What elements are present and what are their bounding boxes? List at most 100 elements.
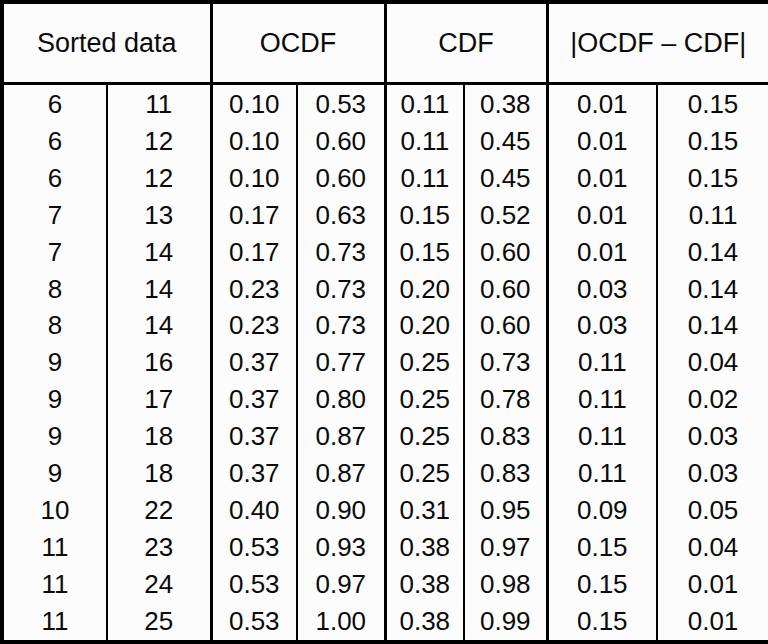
cell-diff-2: 0.15 <box>657 84 768 123</box>
cell-diff-2: 0.01 <box>657 602 768 642</box>
cell-sorted-2: 12 <box>107 159 211 196</box>
cell-ocdf-2: 0.97 <box>297 565 385 602</box>
cell-diff-1: 0.11 <box>547 455 657 492</box>
cell-diff-1: 0.15 <box>547 528 657 565</box>
cell-ocdf-2: 0.73 <box>297 307 385 344</box>
cell-diff-2: 0.11 <box>657 196 768 233</box>
cell-cdf-2: 0.98 <box>464 565 547 602</box>
table-row: 6 12 0.10 0.60 0.11 0.45 0.01 0.15 <box>2 123 768 160</box>
cell-ocdf-1: 0.17 <box>211 233 297 270</box>
data-table: Sorted data OCDF CDF |OCDF – CDF| 6 11 0… <box>0 0 768 644</box>
cell-ocdf-1: 0.37 <box>211 344 297 381</box>
cell-cdf-2: 0.97 <box>464 528 547 565</box>
cell-diff-2: 0.03 <box>657 455 768 492</box>
table-row: 7 14 0.17 0.73 0.15 0.60 0.01 0.14 <box>2 233 768 270</box>
cell-cdf-1: 0.31 <box>385 491 464 528</box>
cell-cdf-1: 0.38 <box>385 565 464 602</box>
cell-ocdf-2: 0.73 <box>297 270 385 307</box>
cell-sorted-1: 7 <box>2 233 107 270</box>
header-sorted-data: Sorted data <box>2 2 211 84</box>
cell-diff-2: 0.15 <box>657 159 768 196</box>
cell-ocdf-2: 0.87 <box>297 418 385 455</box>
cell-diff-1: 0.11 <box>547 344 657 381</box>
cell-ocdf-2: 0.87 <box>297 455 385 492</box>
cell-sorted-1: 9 <box>2 455 107 492</box>
cell-diff-2: 0.14 <box>657 233 768 270</box>
cell-sorted-1: 7 <box>2 196 107 233</box>
cell-cdf-2: 0.83 <box>464 455 547 492</box>
cell-ocdf-2: 0.80 <box>297 381 385 418</box>
table-row: 11 25 0.53 1.00 0.38 0.99 0.15 0.01 <box>2 602 768 642</box>
cell-sorted-2: 18 <box>107 418 211 455</box>
cell-cdf-2: 0.60 <box>464 270 547 307</box>
cell-diff-2: 0.14 <box>657 270 768 307</box>
cell-cdf-1: 0.20 <box>385 307 464 344</box>
cell-diff-1: 0.15 <box>547 565 657 602</box>
cell-cdf-1: 0.25 <box>385 418 464 455</box>
cell-cdf-2: 0.73 <box>464 344 547 381</box>
header-row: Sorted data OCDF CDF |OCDF – CDF| <box>2 2 768 84</box>
cell-sorted-1: 6 <box>2 84 107 123</box>
cell-cdf-2: 0.60 <box>464 233 547 270</box>
cell-sorted-2: 17 <box>107 381 211 418</box>
cell-sorted-2: 12 <box>107 123 211 160</box>
cell-diff-2: 0.15 <box>657 123 768 160</box>
cell-cdf-1: 0.15 <box>385 233 464 270</box>
cell-sorted-2: 16 <box>107 344 211 381</box>
cell-cdf-1: 0.25 <box>385 455 464 492</box>
cell-ocdf-1: 0.10 <box>211 84 297 123</box>
cell-ocdf-1: 0.10 <box>211 159 297 196</box>
cell-ocdf-1: 0.53 <box>211 602 297 642</box>
table-row: 11 24 0.53 0.97 0.38 0.98 0.15 0.01 <box>2 565 768 602</box>
cell-sorted-2: 14 <box>107 270 211 307</box>
header-ocdf-minus-cdf: |OCDF – CDF| <box>547 2 768 84</box>
cell-sorted-1: 9 <box>2 344 107 381</box>
cell-sorted-1: 8 <box>2 270 107 307</box>
cell-ocdf-2: 0.53 <box>297 84 385 123</box>
cell-sorted-2: 13 <box>107 196 211 233</box>
cell-ocdf-2: 1.00 <box>297 602 385 642</box>
cell-sorted-1: 10 <box>2 491 107 528</box>
cell-diff-1: 0.01 <box>547 159 657 196</box>
cell-cdf-2: 0.60 <box>464 307 547 344</box>
cell-cdf-1: 0.25 <box>385 381 464 418</box>
cell-cdf-1: 0.25 <box>385 344 464 381</box>
cell-ocdf-2: 0.90 <box>297 491 385 528</box>
header-cdf: CDF <box>385 2 547 84</box>
cell-cdf-2: 0.45 <box>464 123 547 160</box>
table-header: Sorted data OCDF CDF |OCDF – CDF| <box>2 2 768 84</box>
cell-diff-1: 0.01 <box>547 123 657 160</box>
cell-diff-1: 0.11 <box>547 418 657 455</box>
cell-diff-2: 0.05 <box>657 491 768 528</box>
cell-sorted-1: 11 <box>2 528 107 565</box>
cell-cdf-1: 0.15 <box>385 196 464 233</box>
cell-ocdf-2: 0.60 <box>297 159 385 196</box>
cell-ocdf-1: 0.37 <box>211 455 297 492</box>
cell-diff-1: 0.03 <box>547 270 657 307</box>
cell-diff-2: 0.03 <box>657 418 768 455</box>
table-row: 8 14 0.23 0.73 0.20 0.60 0.03 0.14 <box>2 270 768 307</box>
cell-cdf-1: 0.11 <box>385 84 464 123</box>
cell-diff-1: 0.15 <box>547 602 657 642</box>
cell-ocdf-1: 0.53 <box>211 565 297 602</box>
cell-ocdf-1: 0.23 <box>211 270 297 307</box>
table-row: 6 12 0.10 0.60 0.11 0.45 0.01 0.15 <box>2 159 768 196</box>
cell-cdf-1: 0.11 <box>385 159 464 196</box>
cell-cdf-1: 0.11 <box>385 123 464 160</box>
cell-sorted-2: 18 <box>107 455 211 492</box>
cell-sorted-2: 14 <box>107 233 211 270</box>
cell-ocdf-1: 0.17 <box>211 196 297 233</box>
cell-sorted-1: 6 <box>2 123 107 160</box>
cell-ocdf-2: 0.77 <box>297 344 385 381</box>
cell-sorted-1: 11 <box>2 602 107 642</box>
cell-ocdf-2: 0.60 <box>297 123 385 160</box>
cell-ocdf-1: 0.10 <box>211 123 297 160</box>
cell-sorted-1: 11 <box>2 565 107 602</box>
cell-sorted-1: 9 <box>2 418 107 455</box>
cell-diff-2: 0.14 <box>657 307 768 344</box>
cell-cdf-2: 0.95 <box>464 491 547 528</box>
cell-cdf-2: 0.52 <box>464 196 547 233</box>
cell-diff-2: 0.04 <box>657 528 768 565</box>
table-row: 9 18 0.37 0.87 0.25 0.83 0.11 0.03 <box>2 455 768 492</box>
table-row: 9 17 0.37 0.80 0.25 0.78 0.11 0.02 <box>2 381 768 418</box>
